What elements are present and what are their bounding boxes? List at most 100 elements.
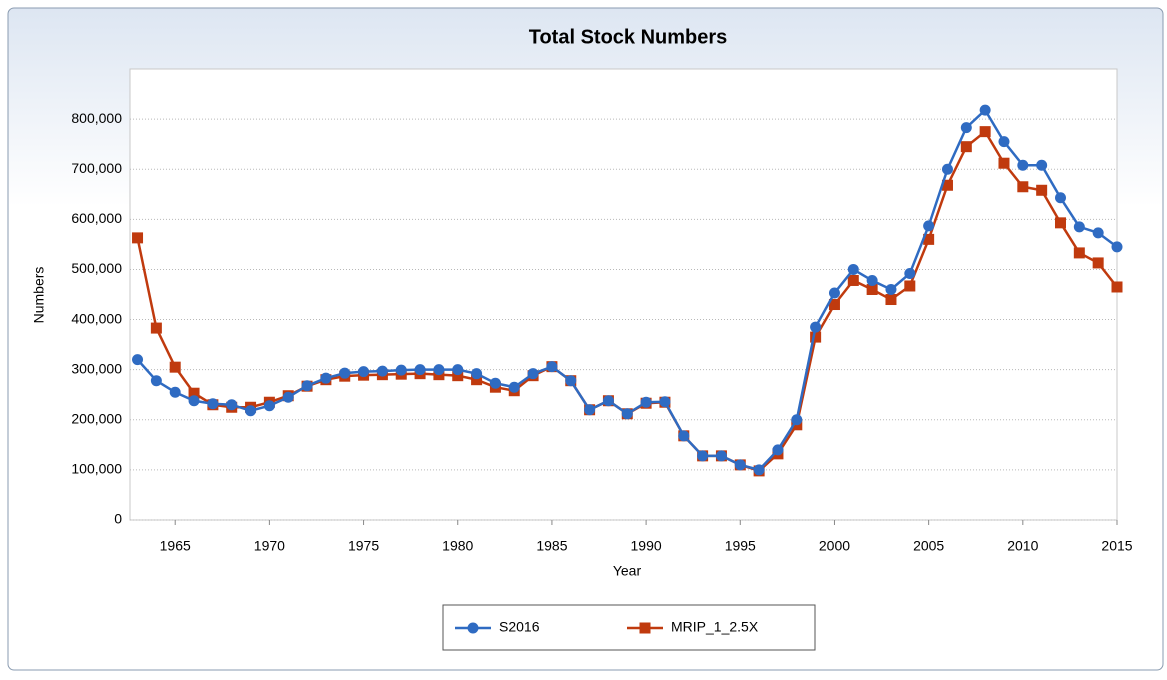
point <box>941 179 953 191</box>
plot-area <box>129 68 1118 521</box>
point <box>1111 241 1123 253</box>
point <box>471 368 483 380</box>
point <box>772 444 784 456</box>
legend-label: S2016 <box>499 619 540 635</box>
point <box>150 375 162 387</box>
point <box>301 380 313 392</box>
x-tick-label: 2015 <box>1101 538 1132 554</box>
point <box>678 430 690 442</box>
point <box>621 408 633 420</box>
point <box>584 404 596 416</box>
point <box>847 263 859 275</box>
point <box>1092 257 1104 269</box>
y-axis-title: Numbers <box>31 267 47 324</box>
point <box>452 370 464 382</box>
point <box>828 299 840 311</box>
legend-label: MRIP_1_2.5X <box>671 619 759 635</box>
point <box>188 395 200 407</box>
point <box>1017 159 1029 171</box>
point <box>565 375 577 387</box>
point <box>207 398 219 410</box>
point <box>1073 247 1085 259</box>
point <box>471 374 483 386</box>
point <box>640 396 652 408</box>
point <box>847 274 859 286</box>
point <box>1036 159 1048 171</box>
point <box>904 280 916 292</box>
x-tick-label: 1965 <box>160 538 191 554</box>
x-tick-label: 1970 <box>254 538 285 554</box>
point <box>885 283 897 295</box>
point <box>885 294 897 306</box>
y-tick-label: 100,000 <box>71 461 122 477</box>
point <box>132 232 144 244</box>
point <box>263 400 275 412</box>
point <box>828 287 840 299</box>
point <box>753 464 765 476</box>
point <box>339 367 351 379</box>
point <box>998 157 1010 169</box>
x-tick-label: 1980 <box>442 538 473 554</box>
y-tick-label: 600,000 <box>71 210 122 226</box>
point <box>358 366 370 378</box>
point <box>320 372 332 384</box>
point <box>150 322 162 334</box>
point <box>941 163 953 175</box>
x-tick-label: 2010 <box>1007 538 1038 554</box>
point <box>734 459 746 471</box>
point <box>791 414 803 426</box>
point <box>376 365 388 377</box>
y-tick-label: 400,000 <box>71 310 122 326</box>
x-tick-label: 2000 <box>819 538 850 554</box>
point <box>1017 181 1029 193</box>
point <box>395 364 407 376</box>
point <box>169 386 181 398</box>
point <box>979 104 991 116</box>
point <box>1073 221 1085 233</box>
point <box>1036 184 1048 196</box>
point <box>1092 227 1104 239</box>
point <box>132 354 144 366</box>
legend-swatch <box>467 622 479 634</box>
point <box>414 364 426 376</box>
point <box>226 399 238 411</box>
y-tick-label: 200,000 <box>71 410 122 426</box>
point <box>489 377 501 389</box>
legend-swatch <box>639 622 651 634</box>
point <box>508 381 520 393</box>
point <box>960 122 972 134</box>
x-tick-label: 1990 <box>631 538 662 554</box>
point <box>527 368 539 380</box>
point <box>998 136 1010 148</box>
x-tick-label: 1975 <box>348 538 379 554</box>
chart-title: Total Stock Numbers <box>529 26 728 48</box>
point <box>923 220 935 232</box>
point <box>245 405 257 417</box>
y-tick-label: 700,000 <box>71 160 122 176</box>
point <box>923 233 935 245</box>
x-axis-title: Year <box>613 563 642 579</box>
y-tick-label: 500,000 <box>71 260 122 276</box>
point <box>697 450 709 462</box>
point <box>602 395 614 407</box>
point <box>810 321 822 333</box>
point <box>1054 192 1066 204</box>
x-tick-label: 1985 <box>536 538 567 554</box>
point <box>1111 281 1123 293</box>
y-tick-label: 800,000 <box>71 110 122 126</box>
point <box>715 450 727 462</box>
point <box>866 283 878 295</box>
y-tick-label: 300,000 <box>71 360 122 376</box>
point <box>452 364 464 376</box>
point <box>979 126 991 138</box>
point <box>866 274 878 286</box>
point <box>188 387 200 399</box>
point <box>546 361 558 373</box>
x-tick-label: 2005 <box>913 538 944 554</box>
point <box>282 391 294 403</box>
x-tick-label: 1995 <box>725 538 756 554</box>
point <box>433 364 445 376</box>
point <box>960 141 972 153</box>
point <box>169 361 181 373</box>
